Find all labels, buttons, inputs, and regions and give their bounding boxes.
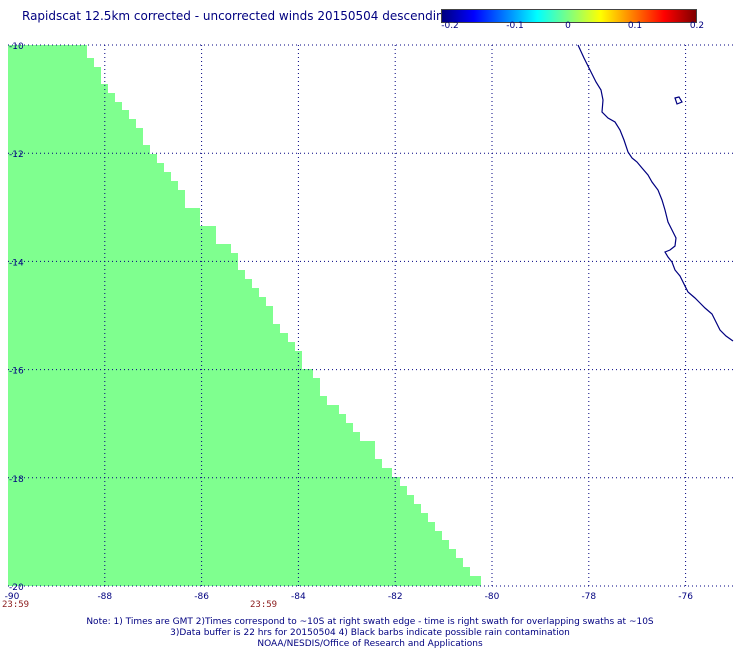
note-line: 3)Data buffer is 22 hrs for 20150504 4) …	[170, 628, 570, 638]
note-line: NOAA/NESDIS/Office of Research and Appli…	[257, 639, 483, 649]
colorbar	[441, 9, 697, 23]
tick-label: -82	[388, 592, 403, 602]
tick-label: -18	[9, 475, 24, 485]
swath-time-label: 23:59	[2, 600, 30, 610]
tick-label: -76	[678, 592, 693, 602]
colorbar-tick: -0.2	[441, 21, 459, 31]
axis-labels: -88 -86 -84 -82 -80 -78 -76 -10 -12 -14 -16 -18 -20-…	[5, 42, 694, 602]
tick-label: -78	[581, 592, 596, 602]
tick-label: -12	[9, 150, 24, 160]
tick-label: -10	[9, 42, 24, 52]
map-title: Rapidscat 12.5km corrected - uncorrected…	[22, 9, 452, 23]
tick-label: -90	[5, 592, 20, 602]
tick-label: -88	[97, 592, 112, 602]
coastline	[577, 44, 734, 342]
tick-label: -20	[9, 583, 24, 593]
wind-swath	[8, 45, 481, 586]
tick-label: -80	[485, 592, 500, 602]
colorbar-tick: -0.1	[506, 21, 524, 31]
island	[674, 96, 683, 105]
colorbar-tick: 0	[565, 21, 571, 31]
colorbar-tick: 0.2	[689, 21, 705, 31]
tick-label: -84	[291, 592, 306, 602]
swath-time-label: 23:59	[250, 600, 278, 610]
note-line: Note: 1) Times are GMT 2)Times correspon…	[86, 617, 654, 627]
tick-label: -16	[9, 367, 24, 377]
tick-label: -86	[194, 592, 209, 602]
colorbar-tick: 0.1	[627, 21, 643, 31]
tick-label: -14	[9, 258, 24, 268]
grid-lines	[8, 44, 734, 587]
